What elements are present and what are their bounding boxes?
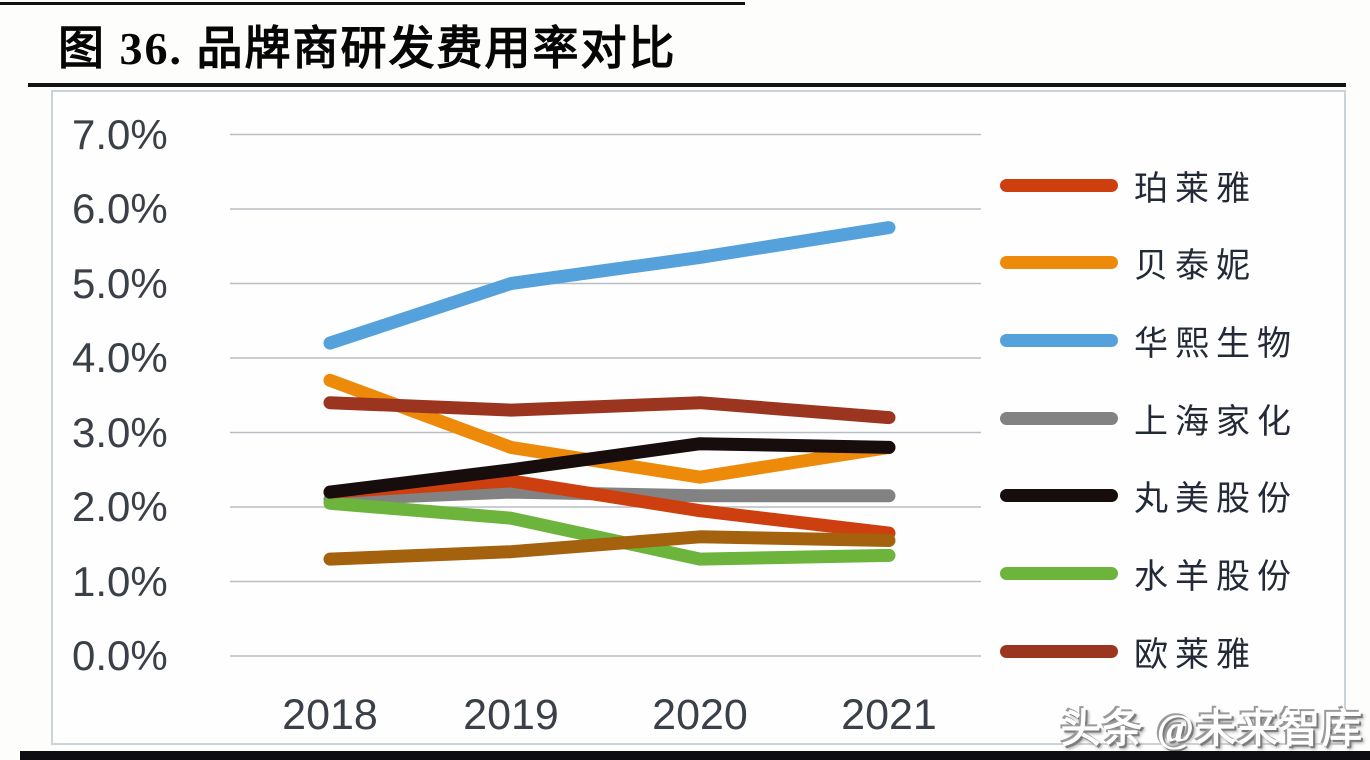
legend-label: 贝泰妮 <box>1134 248 1257 286</box>
x-axis-label: 2019 <box>463 691 559 739</box>
legend-color-swatch <box>1000 256 1118 270</box>
legend-color-swatch <box>1000 644 1118 658</box>
legend-color-swatch <box>1000 411 1118 425</box>
chart-title: 图 36. 品牌商研发费用率对比 <box>58 23 677 74</box>
watermark: 头条 @未来智库 <box>1060 706 1364 751</box>
legend-label: 丸美股份 <box>1134 481 1298 519</box>
legend-item: 水羊股份 <box>1000 552 1298 596</box>
bottom-bar <box>20 751 1370 760</box>
series-line-unlabeled <box>323 530 896 566</box>
x-axis-label: 2020 <box>652 691 748 739</box>
legend-item: 珀莱雅 <box>1000 163 1257 208</box>
legend-color-swatch <box>1000 178 1118 192</box>
y-axis-label: 5.0% <box>72 259 168 307</box>
y-axis-label: 7.0% <box>72 110 168 158</box>
legend-label: 上海家化 <box>1134 403 1298 441</box>
y-axis-label: 4.0% <box>72 334 168 381</box>
y-axis-label: 1.0% <box>72 557 168 605</box>
legend-color-swatch <box>1000 567 1118 580</box>
legend-color-swatch <box>1000 333 1118 347</box>
legend-item: 贝泰妮 <box>1000 241 1257 285</box>
legend-item: 上海家化 <box>1000 396 1298 441</box>
x-axis-label: 2018 <box>282 691 378 739</box>
legend-label: 水羊股份 <box>1134 559 1298 596</box>
legend-item: 欧莱雅 <box>1000 629 1257 674</box>
legend-color-swatch <box>1000 489 1118 503</box>
legend-label: 华熙生物 <box>1134 325 1298 363</box>
legend-label: 欧莱雅 <box>1134 636 1257 674</box>
y-axis-label: 3.0% <box>72 408 168 456</box>
legend-label: 珀莱雅 <box>1134 170 1257 208</box>
legend-item: 华熙生物 <box>1000 318 1298 363</box>
title-divider-rule <box>28 83 1346 87</box>
y-axis-label: 6.0% <box>72 185 168 232</box>
chart-frame <box>51 90 1346 745</box>
x-axis-label: 2021 <box>841 691 937 739</box>
top-rule <box>0 2 745 5</box>
y-axis-label: 0.0% <box>72 632 168 679</box>
legend-item: 丸美股份 <box>1000 474 1298 518</box>
y-axis-label: 2.0% <box>72 483 168 530</box>
series-line-丸美股份 <box>323 437 896 499</box>
series-line-华熙生物 <box>323 221 896 350</box>
series-line-欧莱雅 <box>323 396 896 425</box>
